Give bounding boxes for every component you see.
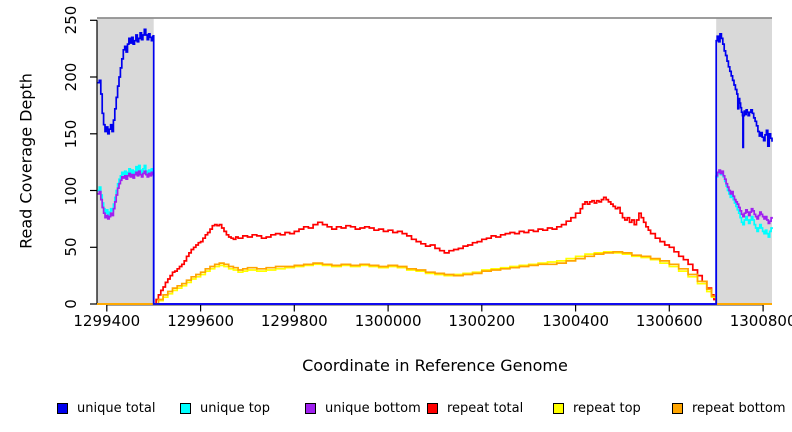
legend-swatch-icon	[672, 402, 683, 414]
legend-label: repeat top	[573, 400, 641, 416]
legend-swatch-icon	[427, 402, 438, 414]
legend-label: unique top	[200, 400, 271, 416]
y-tick-label: 50	[62, 237, 80, 257]
series-line-repeat-total	[97, 196, 772, 305]
y-tick-label: 150	[62, 119, 80, 149]
y-tick-label: 100	[62, 176, 80, 205]
legend-swatch-icon	[180, 402, 191, 414]
series-line-unique-total	[97, 28, 773, 305]
legend-item-unique-top: unique top	[180, 400, 271, 416]
legend-item-unique-total: unique total	[57, 400, 156, 416]
series-line-unique-top	[97, 164, 773, 305]
legend-label: unique total	[77, 400, 156, 416]
y-tick-label: 250	[62, 5, 80, 35]
series-line-repeat-top	[97, 250, 772, 305]
x-tick-label: 1299400	[73, 312, 141, 330]
series-line-repeat-bottom	[97, 250, 772, 305]
shaded-flank-region	[716, 18, 772, 304]
x-axis-title: Coordinate in Reference Genome	[302, 356, 568, 375]
x-tick-label: 1300600	[635, 312, 703, 330]
y-axis-title: Read Coverage Depth	[16, 73, 36, 249]
x-tick-label: 1300800	[729, 312, 792, 330]
legend-item-unique-bottom: unique bottom	[305, 400, 421, 416]
legend-label: unique bottom	[325, 400, 421, 416]
x-tick-label: 1299600	[167, 312, 234, 330]
y-tick-label: 200	[62, 62, 80, 92]
legend-label: repeat total	[447, 400, 524, 416]
legend-item-repeat-top: repeat top	[553, 400, 641, 416]
x-tick-label: 1299800	[260, 312, 328, 330]
legend-item-repeat-bottom: repeat bottom	[672, 400, 786, 416]
series-line-unique-bottom	[97, 169, 773, 305]
legend-item-repeat-total: repeat total	[427, 400, 524, 416]
x-tick-label: 1300000	[354, 312, 422, 330]
x-tick-label: 1300400	[542, 312, 609, 330]
legend-swatch-icon	[553, 402, 564, 414]
x-tick-label: 1300200	[448, 312, 516, 330]
legend-swatch-icon	[305, 402, 316, 414]
legend-label: repeat bottom	[692, 400, 786, 416]
legend-swatch-icon	[57, 402, 68, 414]
y-tick-label: 0	[62, 299, 80, 309]
shaded-flank-region	[97, 18, 154, 304]
